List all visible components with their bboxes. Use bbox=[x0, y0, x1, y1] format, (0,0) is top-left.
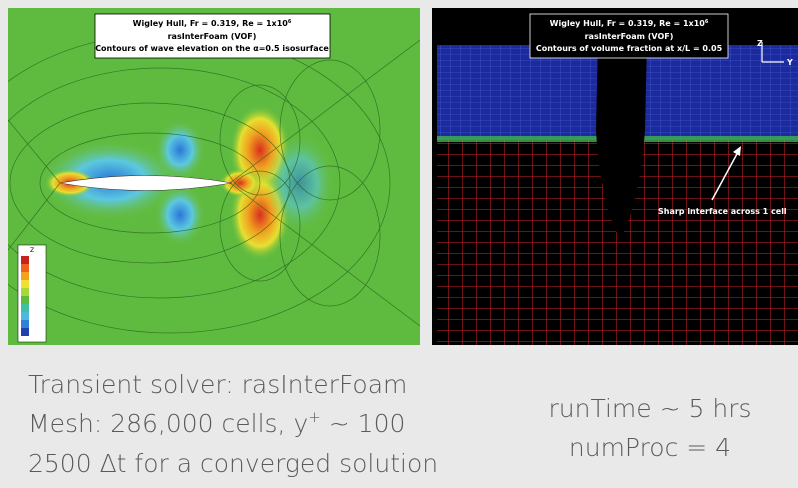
text-part: Mesh: 286,000 cells, bbox=[28, 409, 293, 438]
note-line: Transient solver: rasInterFoam bbox=[28, 370, 407, 399]
note-line: runTime ~ 5 hrs bbox=[549, 394, 752, 423]
note-line: 2500 Δt for a converged solution bbox=[28, 449, 438, 478]
caption-desc: Contours of volume fraction at x/L = 0.0… bbox=[536, 44, 723, 53]
caption-title: Wigley Hull, Fr = 0.319, Re = 1x106 bbox=[133, 19, 292, 28]
note-line: numProc = 4 bbox=[569, 433, 731, 462]
note-line: Mesh: 286,000 cells, y+ ~ 100 bbox=[28, 408, 405, 438]
text-part: Wigley Hull, Fr = 0.319, Re = 1x10 bbox=[550, 19, 706, 28]
wave-elevation-plot: Wigley Hull, Fr = 0.319, Re = 1x106 rasI… bbox=[0, 8, 420, 345]
colorbar bbox=[21, 256, 29, 336]
colorbar-title: Z bbox=[30, 247, 34, 254]
text-part: 6 bbox=[705, 19, 709, 25]
caption-solver: rasInterFoam (VOF) bbox=[168, 32, 257, 41]
slide: Wigley Hull, Fr = 0.319, Re = 1x106 rasI… bbox=[0, 0, 798, 488]
caption-desc: Contours of wave elevation on the α=0.5 … bbox=[95, 44, 329, 53]
caption-solver: rasInterFoam (VOF) bbox=[585, 32, 674, 41]
axis-label: Y bbox=[786, 58, 793, 67]
text-part: ~ 100 bbox=[321, 409, 406, 438]
text-part: y bbox=[293, 409, 308, 438]
volume-fraction-plot: Wigley Hull, Fr = 0.319, Re = 1x106 rasI… bbox=[432, 8, 798, 345]
text-part: 6 bbox=[288, 19, 292, 25]
text-part: Wigley Hull, Fr = 0.319, Re = 1x10 bbox=[133, 19, 289, 28]
text-part: + bbox=[308, 408, 321, 426]
annotation: Sharp interface across 1 cell bbox=[658, 207, 787, 216]
axis-label: Z bbox=[757, 39, 763, 48]
caption-title: Wigley Hull, Fr = 0.319, Re = 1x106 bbox=[550, 19, 709, 28]
